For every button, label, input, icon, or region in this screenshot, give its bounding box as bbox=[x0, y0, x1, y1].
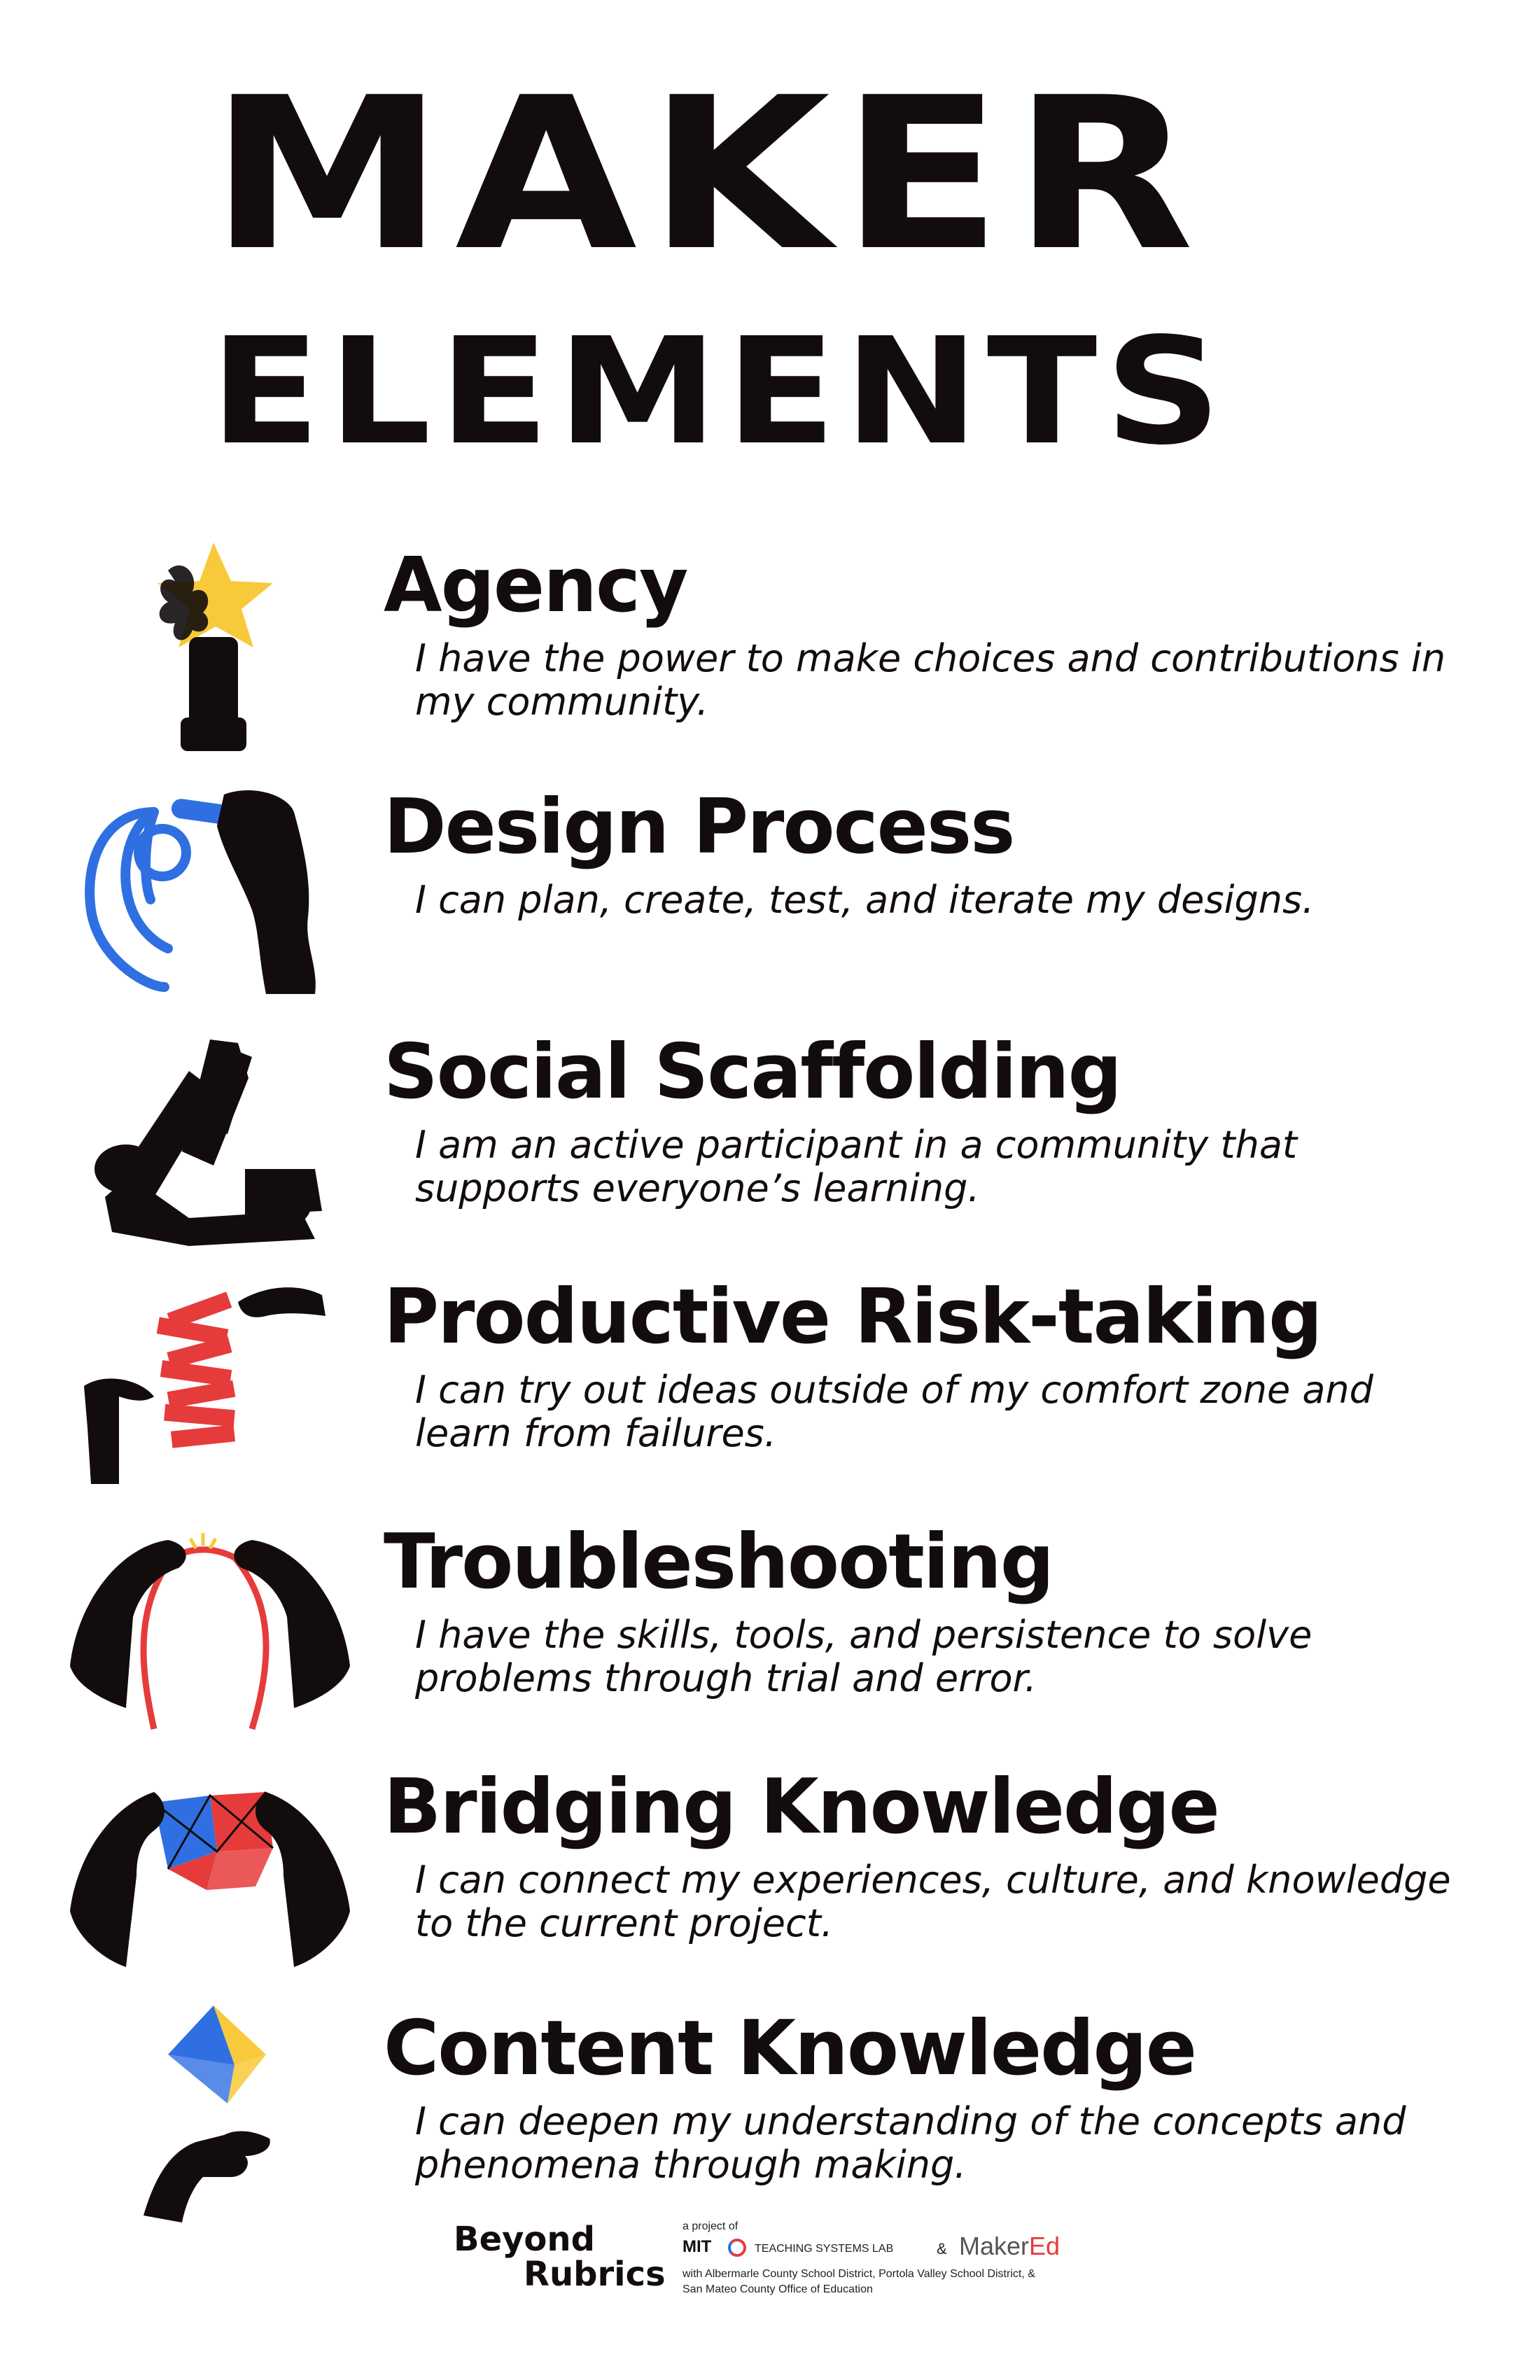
element-troubleshooting: Troubleshooting I have the skills, tools… bbox=[0, 1518, 1540, 1757]
element-description: I have the power to make choices and con… bbox=[415, 636, 1446, 724]
beyond-rubrics-logo-line-2: Rubrics bbox=[524, 2255, 666, 2294]
element-description: I have the skills, tools, and persistenc… bbox=[415, 1613, 1312, 1700]
element-title: Bridging Knowledge bbox=[384, 1763, 1220, 1851]
beyond-rubrics-logo-line-1: Beyond bbox=[454, 2220, 595, 2259]
element-design-process: Design Process I can plan, create, test,… bbox=[0, 783, 1540, 1022]
element-bridging-knowledge: Bridging Knowledge I can connect my expe… bbox=[0, 1763, 1540, 2002]
poster-title-line-2: ELEMENTS bbox=[210, 306, 1229, 477]
makered-logo: MakerEd bbox=[959, 2232, 1060, 2260]
hand-holding-star-icon bbox=[158, 542, 273, 751]
element-title: Agency bbox=[384, 542, 688, 629]
element-title: Content Knowledge bbox=[384, 2005, 1197, 2092]
partners-line-2: San Mateo County Office of Education bbox=[682, 2283, 873, 2295]
mit-logo: MIT bbox=[682, 2237, 712, 2256]
block-tower-hands-icon bbox=[84, 1287, 326, 1484]
element-description: I can try out ideas outside of my comfor… bbox=[415, 1368, 1373, 1455]
ampersand: & bbox=[937, 2240, 947, 2258]
footer: Beyond Rubrics a project of MIT TEACHING… bbox=[0, 2212, 1540, 2317]
element-content-knowledge: Content Knowledge I can deepen my unders… bbox=[0, 2005, 1540, 2244]
element-description: I am an active participant in a communit… bbox=[415, 1123, 1298, 1210]
hand-drawing-spiral-icon bbox=[85, 790, 316, 994]
project-of-label: a project of bbox=[682, 2220, 738, 2232]
hands-tying-string-icon bbox=[70, 1533, 350, 1730]
element-productive-risk-taking: Productive Risk-taking I can try out ide… bbox=[0, 1273, 1540, 1512]
element-description: I can connect my experiences, culture, a… bbox=[415, 1858, 1451, 1945]
element-title: Productive Risk-taking bbox=[384, 1273, 1322, 1361]
element-title: Social Scaffolding bbox=[384, 1028, 1122, 1116]
poster-title-line-1: MAKER bbox=[210, 52, 1205, 297]
element-title: Design Process bbox=[384, 783, 1015, 871]
three-linked-arms-icon bbox=[94, 1040, 322, 1246]
element-agency: Agency I have the power to make choices … bbox=[0, 542, 1540, 780]
tsl-label: TEACHING SYSTEMS LAB bbox=[755, 2243, 894, 2255]
hands-joining-shapes-icon bbox=[70, 1791, 350, 1967]
tsl-logo-icon bbox=[728, 2239, 746, 2257]
hand-under-octahedron-icon bbox=[144, 2005, 270, 2222]
partners-line-1: with Albermarle County School District, … bbox=[682, 2268, 1035, 2280]
element-description: I can deepen my understanding of the con… bbox=[415, 2099, 1406, 2187]
element-description: I can plan, create, test, and iterate my… bbox=[415, 878, 1315, 922]
element-title: Troubleshooting bbox=[384, 1518, 1054, 1606]
element-social-scaffolding: Social Scaffolding I am an active partic… bbox=[0, 1028, 1540, 1267]
